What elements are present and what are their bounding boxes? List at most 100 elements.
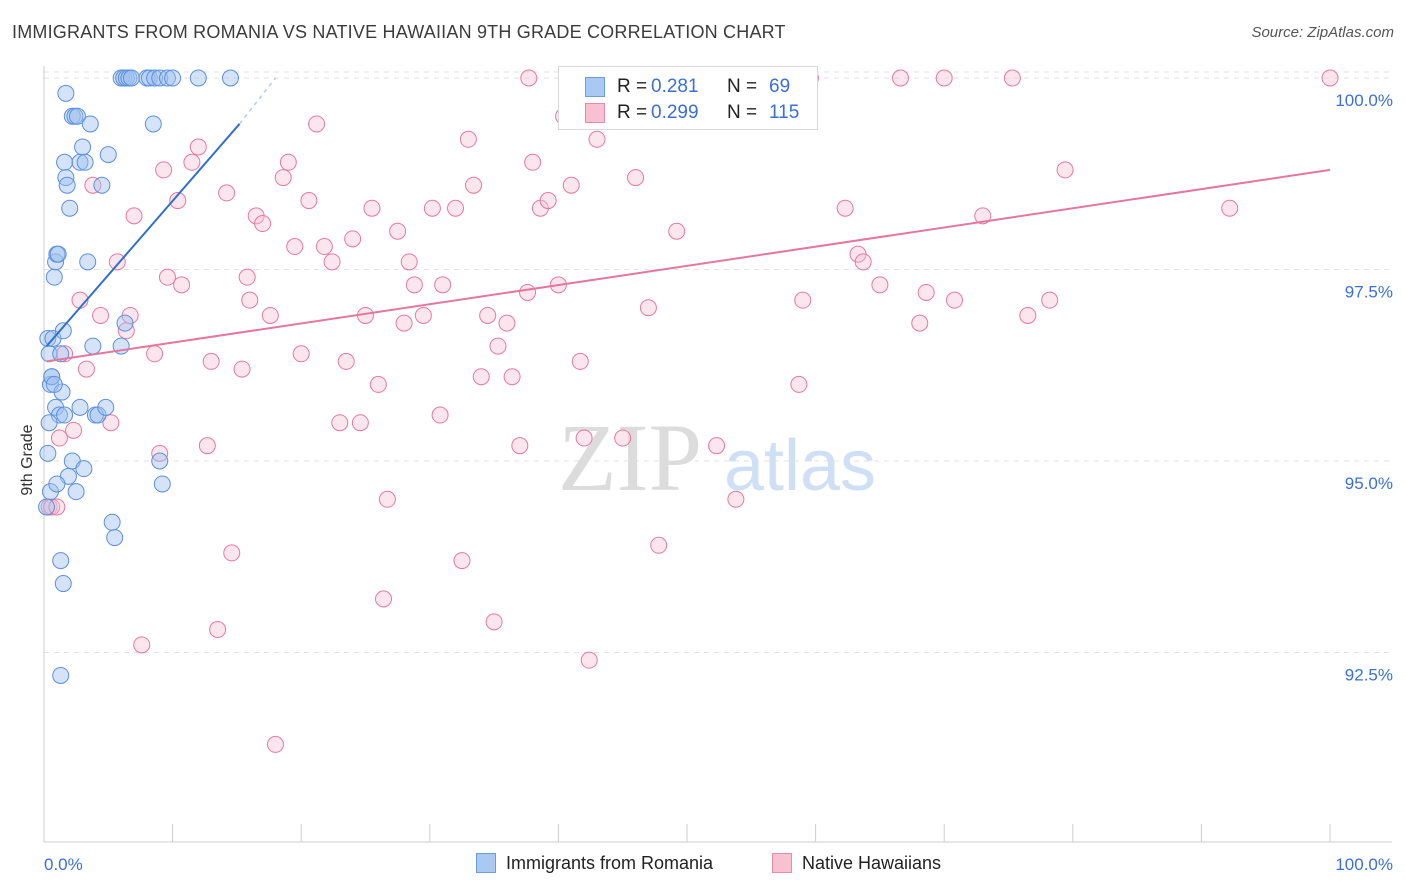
legend-swatch-hawaiians <box>772 853 792 873</box>
data-point <box>155 161 173 179</box>
y-tick-label: 97.5% <box>1345 283 1393 302</box>
legend-r-label: R = <box>617 102 648 123</box>
data-point <box>945 291 963 309</box>
data-point <box>519 283 537 301</box>
data-point <box>125 207 143 225</box>
data-point <box>378 490 396 508</box>
data-point <box>99 146 117 164</box>
data-point <box>169 192 187 210</box>
data-point <box>58 176 76 194</box>
data-point <box>238 268 256 286</box>
data-point <box>40 414 58 432</box>
data-point <box>279 153 297 171</box>
data-point <box>173 276 191 294</box>
data-point <box>1041 291 1059 309</box>
data-point <box>76 153 94 171</box>
legend-swatch-romania <box>585 77 605 97</box>
series-immigrants-from-romania <box>38 69 239 684</box>
x-tick-label: 100.0% <box>1335 855 1393 874</box>
data-point <box>300 192 318 210</box>
data-point <box>453 552 471 570</box>
data-point <box>539 192 557 210</box>
data-point <box>45 375 63 393</box>
data-point <box>447 199 465 217</box>
data-point <box>54 575 72 593</box>
data-point <box>81 115 99 133</box>
data-point <box>871 276 889 294</box>
legend-n-value: 115 <box>769 102 800 123</box>
data-point <box>891 69 909 87</box>
data-point <box>183 153 201 171</box>
data-point <box>431 406 449 424</box>
trend-line-hawaiians <box>46 168 1331 363</box>
data-point <box>84 176 102 194</box>
data-point <box>1056 161 1074 179</box>
data-point <box>221 69 239 87</box>
data-point <box>708 437 726 455</box>
watermark-zip: ZIP <box>558 404 702 511</box>
data-point <box>614 429 632 447</box>
data-point <box>405 276 423 294</box>
data-point <box>639 299 657 317</box>
y-tick-label: 92.5% <box>1345 666 1393 685</box>
data-point <box>49 245 67 263</box>
data-point <box>935 69 953 87</box>
axes <box>43 66 1392 843</box>
data-point <box>61 199 79 217</box>
legend-swatch-romania <box>476 853 496 873</box>
data-point <box>562 176 580 194</box>
chart-title: IMMIGRANTS FROM ROMANIA VS NATIVE HAWAII… <box>12 22 786 42</box>
data-point <box>286 238 304 256</box>
data-point <box>434 276 452 294</box>
data-point <box>571 352 589 370</box>
data-point <box>43 498 61 516</box>
data-point <box>465 176 483 194</box>
data-point <box>75 460 93 478</box>
legend-label-romania: Immigrants from Romania <box>506 853 714 873</box>
data-point <box>363 199 381 217</box>
data-point <box>627 169 645 187</box>
watermark: ZIP atlas <box>558 404 876 511</box>
data-point <box>854 253 872 271</box>
data-point <box>103 513 121 531</box>
data-point <box>1003 69 1021 87</box>
data-point <box>266 735 284 753</box>
data-point <box>108 253 126 271</box>
data-point <box>375 590 393 608</box>
data-point <box>223 544 241 562</box>
data-point <box>668 222 686 240</box>
data-point <box>911 314 929 332</box>
data-point <box>218 184 236 202</box>
data-point <box>472 368 490 386</box>
data-point <box>77 360 95 378</box>
watermark-atlas: atlas <box>724 426 876 506</box>
data-point <box>588 130 606 148</box>
data-point <box>308 115 326 133</box>
data-point <box>164 69 182 87</box>
data-point <box>459 130 477 148</box>
data-point <box>198 437 216 455</box>
tick-labels: 92.5% 95.0% 97.5% 100.0% 0.0% 100.0% <box>44 91 1393 874</box>
data-point <box>292 345 310 363</box>
legend-r-label: R = <box>617 76 648 97</box>
data-point <box>395 314 413 332</box>
data-point <box>39 444 57 462</box>
data-point <box>68 107 86 125</box>
data-point <box>369 375 387 393</box>
legend-n-label: N = <box>727 76 758 97</box>
data-point <box>344 230 362 248</box>
data-point <box>106 529 124 547</box>
data-point <box>144 115 162 133</box>
data-point <box>67 483 85 501</box>
data-point <box>511 437 529 455</box>
trend-lines <box>45 77 1331 363</box>
data-point <box>146 69 164 87</box>
data-point <box>146 345 164 363</box>
data-point <box>479 306 497 324</box>
data-point <box>524 153 542 171</box>
data-point <box>122 69 140 87</box>
data-point <box>1221 199 1239 217</box>
data-point <box>140 69 158 87</box>
data-point <box>74 138 92 156</box>
